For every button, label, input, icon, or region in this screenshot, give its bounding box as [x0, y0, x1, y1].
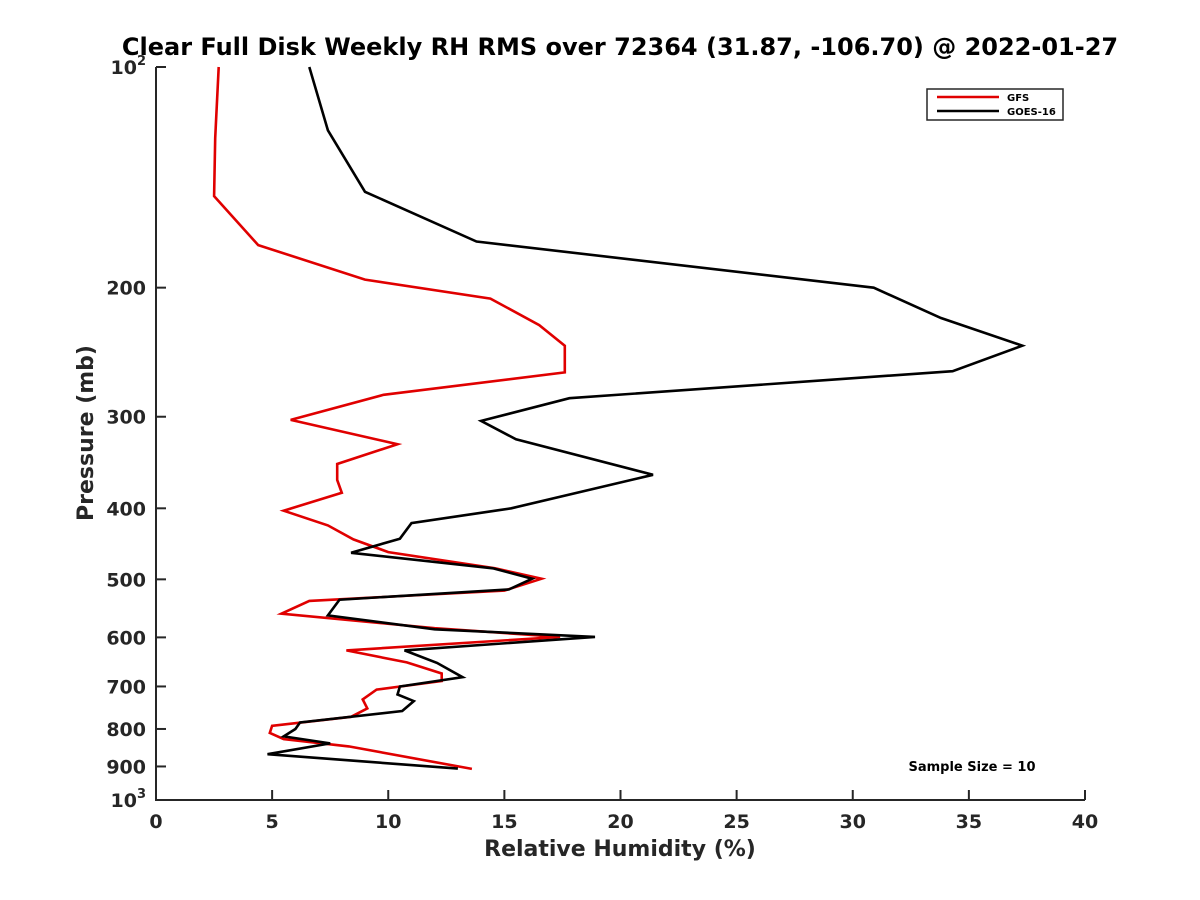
x-tick-label: 35: [956, 811, 982, 833]
x-tick-label: 10: [375, 811, 401, 833]
y-tick-label: 300: [106, 407, 146, 429]
y-tick-label: 500: [106, 569, 146, 591]
legend-label: GOES-16: [1007, 107, 1056, 118]
tick-marks: 0 5 10 15 20 25 30 35 40 102 200 300 400 500 600 700 800…: [106, 54, 1098, 833]
y-tick-label: 102: [111, 54, 147, 79]
x-tick-label: 15: [491, 811, 517, 833]
plot-area: [212, 66, 1027, 771]
chart-title: Clear Full Disk Weekly RH RMS over 72364…: [122, 33, 1118, 61]
x-tick-label: 40: [1072, 811, 1098, 833]
y-tick-label: 400: [106, 498, 146, 520]
y-tick-label: 900: [106, 756, 146, 778]
x-tick-label: 20: [607, 811, 633, 833]
series-line-gfs: [212, 66, 567, 771]
y-tick-label: 200: [106, 278, 146, 300]
x-axis-label: Relative Humidity (%): [484, 837, 756, 862]
series-line-goes-16: [267, 66, 1027, 770]
y-tick-label: 700: [106, 676, 146, 698]
x-tick-label: 5: [266, 811, 279, 833]
y-axis-label: Pressure (mb): [74, 345, 99, 521]
y-tick-label: 103: [111, 787, 147, 812]
y-tick-label: 600: [106, 627, 146, 649]
sample-size-annotation: Sample Size = 10: [908, 760, 1035, 775]
x-tick-label: 30: [840, 811, 866, 833]
x-tick-label: 25: [723, 811, 749, 833]
legend-label: GFS: [1007, 93, 1029, 104]
x-tick-label: 0: [149, 811, 162, 833]
axes: [155, 67, 1085, 801]
legend-box: [926, 88, 1064, 121]
y-tick-label: 800: [106, 719, 146, 741]
legend: GFS GOES-16: [926, 88, 1064, 121]
